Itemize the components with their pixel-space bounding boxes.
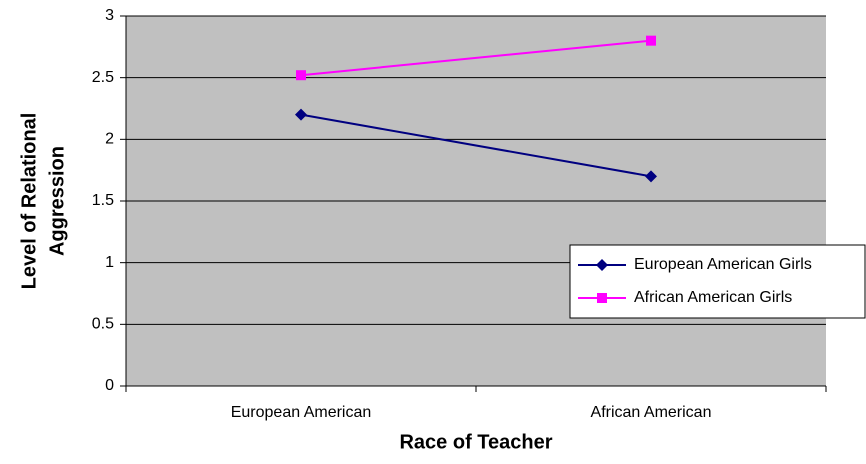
- legend-marker: [597, 293, 607, 303]
- marker: [646, 35, 656, 46]
- y-tick-label: 0.5: [92, 316, 114, 333]
- y-tick-label: 0: [105, 377, 114, 394]
- y-tick-label: 3: [105, 7, 114, 24]
- x-tick-label: African American: [591, 404, 712, 421]
- series-line: [300, 39, 652, 77]
- y-tick-label: 1: [105, 254, 114, 271]
- y-tick-label: 2: [105, 131, 114, 148]
- legend-label: European American Girls: [634, 256, 812, 273]
- marker: [295, 108, 307, 121]
- marker: [645, 170, 657, 183]
- y-axis-title: Aggression: [46, 146, 68, 256]
- x-tick-label: European American: [231, 404, 372, 421]
- x-axis-title: Race of Teacher: [399, 431, 552, 453]
- marker: [296, 70, 306, 81]
- series-line: [300, 113, 652, 178]
- y-tick-label: 1.5: [92, 192, 114, 209]
- legend-marker: [596, 259, 608, 271]
- legend: [569, 244, 866, 319]
- y-tick-label: 2.5: [92, 69, 114, 86]
- y-axis-title: Level of Relational: [18, 113, 40, 290]
- legend-label: African American Girls: [634, 289, 792, 306]
